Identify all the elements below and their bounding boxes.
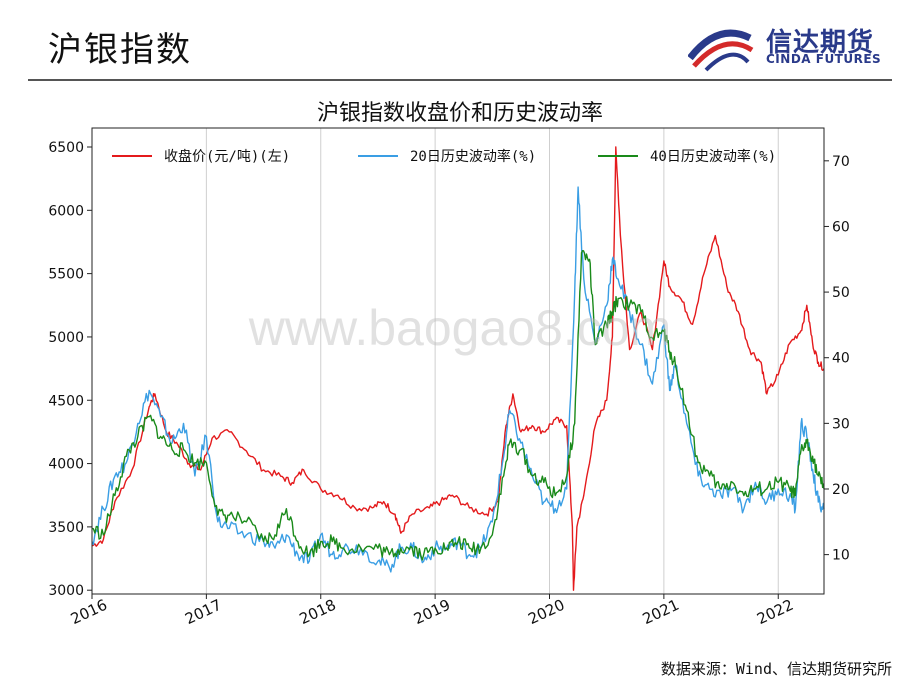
y-left-tick-label: 3000 xyxy=(48,583,84,599)
y-left-tick-label: 5500 xyxy=(48,267,84,283)
y-left-tick-label: 4000 xyxy=(48,457,84,473)
cinda-swoosh-icon xyxy=(688,29,754,72)
y-right-tick-label: 50 xyxy=(832,285,850,301)
source-note: 数据来源：Wind、信达期货研究所 xyxy=(660,660,892,678)
y-right-tick-label: 40 xyxy=(832,351,850,367)
y-right-tick-label: 70 xyxy=(832,154,850,170)
chart-title: 沪银指数收盘价和历史波动率 xyxy=(317,101,603,126)
logo-name-cn: 信达期货 xyxy=(766,28,875,58)
grid-lines xyxy=(205,128,779,594)
plot-frame xyxy=(91,127,825,595)
legend: 收盘价(元/吨)(左) 20日历史波动率(%) 40日历史波动率(%) xyxy=(112,148,776,165)
x-tick-label: 2019 xyxy=(411,596,453,628)
watermark: www.baogao8.com xyxy=(248,300,671,356)
y-right-tick-label: 20 xyxy=(832,482,850,498)
y-right-tick-label: 30 xyxy=(832,416,850,432)
x-tick-label: 2016 xyxy=(68,596,110,628)
series-line-2 xyxy=(91,186,825,573)
y-right-tick-label: 60 xyxy=(832,219,850,235)
y-right-tick-label: 10 xyxy=(832,548,850,564)
axes: 2016 2017 2018 2019 2020 2021 2022 3000 3500 4000… xyxy=(48,140,849,628)
legend-label-1: 收盘价(元/吨)(左) xyxy=(164,148,290,165)
x-tick-label: 2020 xyxy=(525,596,567,628)
y-left-tick-label: 6500 xyxy=(48,140,84,156)
y-left-tick-label: 4500 xyxy=(48,393,84,409)
x-tick-label: 2021 xyxy=(640,596,682,628)
x-tick-label: 2018 xyxy=(297,596,339,628)
x-tick-label: 2022 xyxy=(754,596,796,628)
legend-label-3: 40日历史波动率(%) xyxy=(650,148,776,165)
y-left-tick-label: 5000 xyxy=(48,330,84,346)
y-left-tick-label: 3500 xyxy=(48,520,84,536)
y-left-tick-label: 6000 xyxy=(48,203,84,219)
legend-label-2: 20日历史波动率(%) xyxy=(410,148,536,165)
x-tick-label: 2017 xyxy=(182,596,224,628)
logo-name-en: CINDA FUTURES xyxy=(766,52,882,66)
plot-lines xyxy=(91,146,825,591)
header-divider xyxy=(28,79,892,81)
series-line-3 xyxy=(91,249,825,561)
slide-title: 沪银指数 xyxy=(48,30,192,70)
series-line-1 xyxy=(91,146,825,591)
